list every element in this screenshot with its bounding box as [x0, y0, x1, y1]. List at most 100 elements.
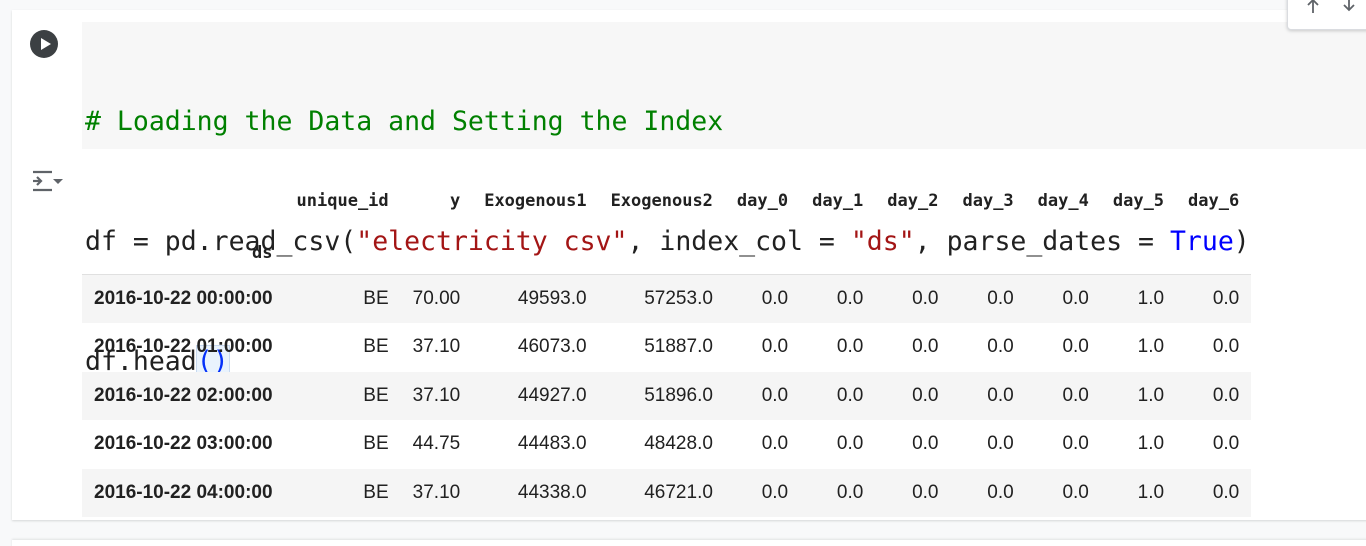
table-cell: BE [363, 336, 389, 358]
table-cell: BE [363, 433, 389, 455]
code-token: , parse_dates = [914, 226, 1170, 257]
column-header: day_5 [1112, 191, 1165, 211]
table-cell: 44483.0 [517, 433, 587, 455]
output-filter-icon[interactable] [30, 167, 64, 195]
table-cell: 0.0 [1212, 433, 1240, 455]
header-row: unique_id y Exogenous1 Exogenous2 day_0 … [82, 170, 1251, 232]
table-cell: 70.00 [400, 274, 473, 323]
row-index: 2016-10-22 00:00:00 [82, 274, 285, 323]
code-line-3: df.head() [82, 342, 1366, 382]
table-cell: 0.0 [912, 384, 939, 406]
table-cell: 0.0 [1212, 481, 1240, 503]
dataframe-table: unique_id y Exogenous1 Exogenous2 day_0 … [82, 170, 1252, 517]
code-line-2: df = pd.read_csv("electricity csv", inde… [82, 222, 1366, 262]
table-cell: BE [284, 274, 401, 323]
table-cell: 0.0 [875, 274, 951, 323]
table-cell: 1.0 [1137, 384, 1165, 406]
table-cell: 0.0 [836, 384, 864, 406]
table-cell: 51896.0 [644, 384, 713, 406]
table-row: 2016-10-22 00:00:00 BE 70.00 49593.0 57253.0… [82, 274, 1252, 323]
column-header: day_6 [1188, 191, 1240, 211]
table-cell: 0.0 [761, 384, 789, 406]
table-cell: 1.0 [1137, 336, 1165, 358]
column-header: day_2 [887, 191, 939, 211]
table-cell: 0.0 [987, 481, 1014, 503]
column-header: y [449, 191, 461, 211]
table-cell: 0.0 [987, 336, 1014, 358]
arrow-down-icon [1343, 0, 1355, 12]
code-keyword: True [1169, 226, 1234, 257]
table-cell: 0.0 [1176, 274, 1252, 323]
table-cell: 0.0 [950, 274, 1026, 323]
table-row: 2016-10-22 01:00:00 BE 37.10 46073.0 51887.0… [82, 323, 1251, 372]
table-cell: 51887.0 [644, 336, 713, 358]
row-index: 2016-10-22 02:00:00 [94, 384, 273, 406]
table-cell: 37.10 [412, 384, 461, 406]
move-up-button[interactable] [1298, 0, 1328, 15]
table-cell: 44338.0 [517, 481, 587, 503]
table-cell: 0.0 [987, 433, 1014, 455]
table-cell: 37.10 [412, 481, 461, 503]
table-row: 2016-10-22 04:00:00 BE 37.10 44338.0 46721.0… [82, 468, 1252, 517]
code-token: df.head [85, 346, 197, 377]
code-string: "electricity csv" [356, 226, 628, 257]
code-comment: # Loading the Data and Setting the Index [85, 106, 724, 137]
table-cell: 1.0 [1137, 433, 1165, 455]
code-cell[interactable]: # Loading the Data and Setting the Index… [12, 10, 1366, 520]
table-cell: 0.0 [836, 433, 864, 455]
table-cell: 0.0 [987, 384, 1014, 406]
row-index: 2016-10-22 03:00:00 [94, 433, 273, 455]
table-cell: 0.0 [761, 433, 789, 455]
table-cell: 0.0 [1212, 336, 1240, 358]
table-cell: 0.0 [1212, 384, 1240, 406]
table-cell: 0.0 [1062, 384, 1089, 406]
table-row: 2016-10-22 03:00:00 BE 44.75 44483.0 48428.0… [82, 420, 1251, 469]
column-header: day_0 [736, 191, 789, 211]
code-paren-highlight: () [195, 345, 230, 378]
table-cell: 44.75 [412, 433, 461, 455]
table-cell: 46073.0 [517, 336, 587, 358]
column-header: unique_id [296, 191, 389, 211]
table-cell: BE [363, 384, 389, 406]
table-cell: 0.0 [761, 481, 789, 503]
column-header: day_3 [962, 191, 1014, 211]
column-header: Exogenous1 [484, 191, 587, 211]
table-cell: 0.0 [1062, 433, 1089, 455]
index-name-header: ds [252, 243, 273, 263]
table-cell: 1.0 [1100, 274, 1177, 323]
move-down-button[interactable] [1334, 0, 1364, 15]
table-cell: 0.0 [1025, 274, 1101, 323]
row-index: 2016-10-22 04:00:00 [94, 481, 273, 503]
code-string: "ds" [850, 226, 915, 257]
table-cell: 0.0 [1062, 336, 1089, 358]
arrow-up-icon [1307, 0, 1319, 13]
table-cell: 0.0 [1062, 481, 1089, 503]
row-index: 2016-10-22 01:00:00 [94, 336, 273, 358]
code-token: ) [1233, 226, 1250, 257]
table-cell: 0.0 [912, 336, 939, 358]
table-cell: 49593.0 [472, 274, 599, 323]
table-cell: 46721.0 [644, 481, 713, 503]
next-cell[interactable] [12, 540, 1366, 546]
run-cell-button[interactable] [30, 30, 58, 58]
index-header-blank [82, 170, 285, 232]
table-cell: 48428.0 [644, 433, 713, 455]
table-row: 2016-10-22 02:00:00 BE 37.10 44927.0 51896.0… [82, 371, 1252, 420]
table-cell: 0.0 [761, 336, 789, 358]
cell-toolbar [1287, 0, 1366, 30]
code-line-1: # Loading the Data and Setting the Index [82, 102, 1366, 142]
code-editor[interactable]: # Loading the Data and Setting the Index… [82, 22, 1366, 378]
table-cell: 37.10 [412, 336, 461, 358]
code-token: , index_col = [627, 226, 851, 257]
table-cell: 0.0 [836, 481, 864, 503]
table-cell: 0.0 [912, 433, 939, 455]
column-header: day_1 [812, 191, 864, 211]
table-cell: 0.0 [912, 481, 939, 503]
table-cell: 0.0 [800, 274, 876, 323]
table-cell: 57253.0 [598, 274, 725, 323]
play-icon [40, 38, 51, 50]
column-header: Exogenous2 [610, 191, 713, 211]
index-name-row: ds [82, 232, 1251, 275]
column-header: day_4 [1037, 191, 1089, 211]
